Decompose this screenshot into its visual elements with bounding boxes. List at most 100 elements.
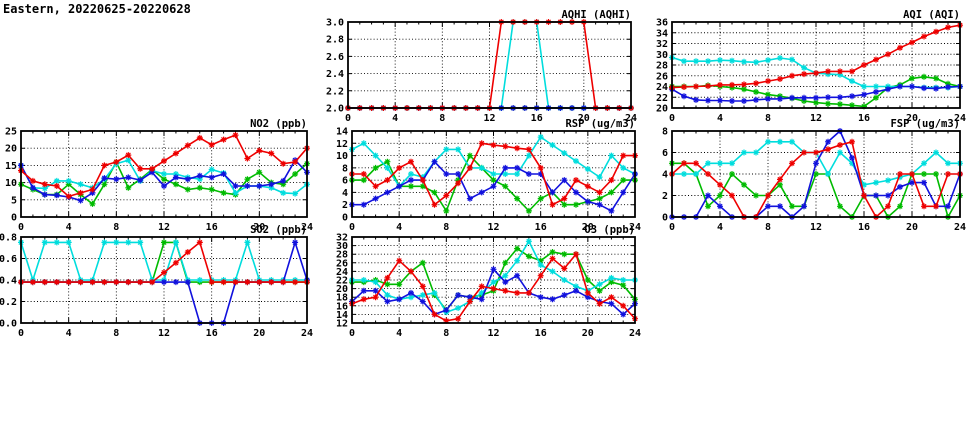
x-tick-label: 16 <box>535 328 547 339</box>
y-tick-label: 24 <box>656 82 668 93</box>
chart-aqi: AQI (AQI) 20 22 24 26 28 30 32 34 36 0 4 8 12 16 20 24 <box>652 8 972 124</box>
x-tick-label: 0 <box>349 328 355 339</box>
series-blue <box>669 83 963 104</box>
y-tick-label: 26 <box>656 71 668 82</box>
chart-title: RSP (ug/m3) <box>565 118 635 130</box>
x-tick-label: 4 <box>396 222 402 233</box>
x-tick-label: 8 <box>113 222 119 233</box>
y-tick-label: 2.6 <box>326 52 344 63</box>
x-tick-label: 0 <box>349 222 355 233</box>
x-tick-label: 0 <box>18 222 24 233</box>
y-tick-label: 20 <box>5 144 17 155</box>
x-tick-label: 12 <box>158 222 170 233</box>
x-tick-label: 8 <box>439 113 445 124</box>
series-red <box>669 138 963 220</box>
x-tick-label: 4 <box>717 222 723 233</box>
x-tick-label: 8 <box>113 328 119 339</box>
y-tick-label: 0 <box>342 213 348 224</box>
grid-lines <box>348 22 631 108</box>
x-tick-label: 20 <box>253 222 265 233</box>
plot-border <box>351 130 636 218</box>
x-tick-label: 12 <box>158 328 170 339</box>
y-tick-label: 8 <box>342 163 348 174</box>
so2-plot: SO2 (ppb)0.00.20.40.60.80 4 8 12 16 20 24 <box>0 224 313 339</box>
x-tick-label: 8 <box>443 328 449 339</box>
y-tick-label: 32 <box>336 233 348 244</box>
x-tick-label: 16 <box>858 113 870 124</box>
x-tick-label: 4 <box>66 222 72 233</box>
y-tick-label: 30 <box>656 50 668 61</box>
y-tick-label: 12 <box>336 139 348 150</box>
y-tick-label: 20 <box>656 104 668 115</box>
y-tick-label: 6 <box>662 148 668 159</box>
x-tick-label: 20 <box>906 222 918 233</box>
chart-title: SO2 (ppb) <box>250 224 307 236</box>
x-tick-label: 12 <box>810 113 822 124</box>
x-tick-label: 24 <box>625 113 637 124</box>
y-tick-label: 22 <box>336 276 348 287</box>
x-tick-label: 16 <box>206 222 218 233</box>
y-tick-label: 16 <box>336 301 348 312</box>
series-cyan <box>345 19 634 111</box>
series-red <box>669 22 963 91</box>
plot-border <box>20 236 308 324</box>
y-tick-label: 18 <box>336 293 348 304</box>
x-tick-label: 20 <box>582 222 594 233</box>
x-tick-label: 24 <box>301 222 313 233</box>
y-tick-label: 6 <box>342 176 348 187</box>
chart-o3: O3 (ppb) 12 14 16 18 20 22 24 26 28 30 32 0 4 8 12 16 20 2… <box>332 223 647 339</box>
x-tick-label: 12 <box>487 328 499 339</box>
y-tick-label: 14 <box>336 310 348 321</box>
y-tick-label: 0.6 <box>0 254 17 265</box>
plot-border <box>347 21 632 109</box>
x-tick-label: 20 <box>253 328 265 339</box>
y-tick-label: 8 <box>662 127 668 138</box>
page-title: Eastern, 20220625-20220628 <box>3 2 191 16</box>
y-tick-label: 0.2 <box>0 297 17 308</box>
chart-so2: SO2 (ppb) 0.0 0.2 0.4 0.6 0.8 0 4 8 12 16 20 24 <box>0 223 319 339</box>
x-tick-label: 20 <box>582 328 594 339</box>
x-tick-label: 8 <box>443 222 449 233</box>
series-green <box>669 73 963 110</box>
y-tick-label: 10 <box>336 151 348 162</box>
y-tick-label: 4 <box>662 170 668 181</box>
plot-border <box>671 21 961 109</box>
y-tick-label: 20 <box>336 284 348 295</box>
y-tick-label: 10 <box>5 178 17 189</box>
aqhi-plot: AQHI (AQHI) 2.0 2.2 2.4 2.6 2.8 3.0 0 4 8 12 16 20 24 <box>326 9 637 124</box>
x-tick-label: 16 <box>531 113 543 124</box>
y-tick-label: 12 <box>336 319 348 330</box>
x-tick-label: 24 <box>629 328 641 339</box>
y-tick-label: 32 <box>656 39 668 50</box>
y-tick-label: 2 <box>342 200 348 211</box>
y-tick-label: 0.4 <box>0 276 17 287</box>
x-tick-label: 0 <box>669 222 675 233</box>
x-tick-label: 16 <box>858 222 870 233</box>
x-tick-label: 24 <box>629 222 641 233</box>
y-tick-label: 15 <box>5 161 17 172</box>
series-red <box>18 132 310 200</box>
y-tick-label: 24 <box>336 267 348 278</box>
x-tick-label: 4 <box>66 328 72 339</box>
y-tick-label: 36 <box>656 18 668 29</box>
grid-lines <box>21 237 307 323</box>
x-tick-label: 0 <box>345 113 351 124</box>
chart-no2: NO2 (ppb) 0 5 10 15 20 25 0 4 8 12 16 20 24 <box>1 117 319 233</box>
plot-border <box>351 236 636 324</box>
y-tick-label: 2.8 <box>326 35 344 46</box>
y-tick-label: 34 <box>656 28 668 39</box>
plot-border <box>20 130 308 218</box>
y-tick-label: 28 <box>336 250 348 261</box>
y-tick-label: 3.0 <box>326 18 344 29</box>
x-tick-label: 12 <box>487 222 499 233</box>
y-tick-label: 4 <box>342 188 348 199</box>
y-tick-label: 0.0 <box>0 319 17 330</box>
x-tick-label: 8 <box>765 222 771 233</box>
series-red <box>345 19 634 111</box>
y-tick-label: 2.4 <box>326 69 344 80</box>
chart-title: FSP (ug/m3) <box>890 118 960 130</box>
x-tick-label: 24 <box>954 222 966 233</box>
